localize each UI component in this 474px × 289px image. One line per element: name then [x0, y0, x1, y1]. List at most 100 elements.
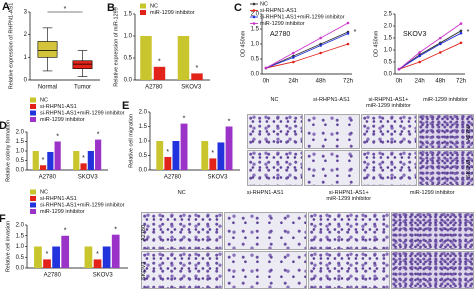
y-tick-label: 1.0 [124, 34, 133, 40]
panel-label: A [2, 1, 10, 13]
legend-swatch [252, 15, 256, 19]
legend-swatch [252, 2, 256, 6]
bar [52, 246, 60, 268]
legend-swatch [140, 10, 146, 15]
bar [84, 246, 93, 268]
y-tick-label: 2.0 [384, 24, 393, 30]
bar [73, 151, 80, 170]
annotation: * [64, 6, 67, 13]
micrograph [140, 211, 223, 250]
x-tick-label: SKOV3 [181, 85, 202, 91]
box [37, 41, 58, 58]
bar [191, 73, 203, 80]
y-axis-label: Relative cell migration [128, 114, 134, 168]
significance-mark: * [211, 150, 214, 157]
x-tick-label: SKOV3 [93, 273, 114, 279]
micrograph [303, 113, 360, 149]
x-tick-label: 24h [415, 79, 425, 85]
bar [111, 234, 120, 268]
bar [39, 165, 47, 170]
y-tick-label: 1.5 [16, 139, 25, 145]
line [398, 23, 462, 70]
legend-label: si-RHPN1-AS1 [40, 196, 77, 202]
y-tick-label: 0 [24, 78, 28, 84]
column-label: si-RHPN1-AS1 [246, 190, 284, 196]
point [439, 51, 442, 54]
point [418, 54, 421, 58]
bar [225, 126, 233, 170]
significance-mark: * [64, 228, 67, 235]
legend-swatch [252, 22, 256, 25]
significance-mark: * [96, 251, 99, 258]
y-axis-label: OD 450nm [373, 30, 379, 57]
legend-label: NC [260, 1, 268, 7]
panel-label: D [0, 120, 7, 132]
y-tick-label: 1.0 [16, 244, 25, 250]
annotation: * [467, 29, 470, 36]
row-label: SKOV3 [466, 159, 472, 178]
bar [217, 142, 225, 170]
y-tick-label: 1.5 [251, 27, 260, 33]
point [346, 42, 350, 46]
significance-mark: * [196, 65, 199, 72]
point [346, 32, 350, 35]
bar [156, 141, 164, 170]
x-tick-label: SKOV3 [78, 175, 99, 181]
x-tick-label: 0h [263, 79, 270, 85]
y-axis-label: Relative colony formation [5, 120, 11, 182]
y-tick-label: 1.5 [16, 233, 25, 239]
legend-label: miR-1299 inhibitor [260, 21, 305, 27]
significance-mark: * [166, 149, 169, 156]
micrograph [391, 250, 474, 289]
legend-swatch [140, 3, 146, 9]
micrograph [307, 250, 390, 289]
y-tick-label: 0.5 [251, 57, 260, 63]
legend-swatch [30, 97, 36, 103]
y-tick-label: 1.0 [139, 139, 148, 145]
panel-label: E [122, 100, 129, 112]
line [265, 22, 349, 69]
x-tick-label: 72h [343, 79, 353, 85]
micrograph [303, 150, 360, 186]
y-tick-label: 2 [24, 32, 28, 38]
micrograph [224, 250, 307, 289]
point [459, 31, 463, 35]
x-tick-label: A2780 [39, 175, 57, 181]
legend-swatch [30, 117, 36, 122]
column-label: si-RHPN1-AS1 [313, 97, 350, 103]
legend-label: miR-1299 inhibitor [150, 10, 195, 16]
point [264, 66, 268, 70]
significance-mark: * [82, 155, 85, 162]
row-label: SKOV3 [141, 261, 147, 280]
column-label: NC [177, 190, 186, 196]
y-tick-label: 0.0 [16, 168, 25, 174]
line [265, 43, 349, 69]
bar [34, 246, 42, 268]
bar [47, 151, 54, 170]
x-tick-label: Normal [38, 85, 57, 91]
point [292, 60, 295, 64]
x-tick-label: 48h [435, 79, 445, 85]
row-label: A2780 [466, 125, 472, 142]
legend-swatch [30, 110, 36, 116]
x-tick-label: Tumor [74, 85, 91, 91]
legend-label: NC [40, 189, 48, 195]
x-tick-label: 24h [288, 79, 298, 85]
micrograph [360, 113, 417, 149]
y-tick-label: 0.0 [16, 266, 25, 272]
bar [54, 141, 61, 170]
point [397, 67, 401, 71]
legend-swatch [30, 104, 36, 109]
line [398, 32, 462, 70]
point [439, 42, 442, 46]
micrograph [391, 211, 474, 250]
y-tick-label: 3 [24, 10, 28, 16]
micrograph [140, 250, 223, 289]
y-tick-label: 0.5 [384, 60, 393, 66]
x-tick-label: A2780 [145, 85, 163, 91]
significance-mark: * [46, 251, 49, 258]
legend-label: si-RHPN1-AS1+miR-1299 inhibitor [40, 202, 125, 208]
y-axis-label: OD 450nm [240, 30, 246, 57]
bar [140, 36, 152, 80]
